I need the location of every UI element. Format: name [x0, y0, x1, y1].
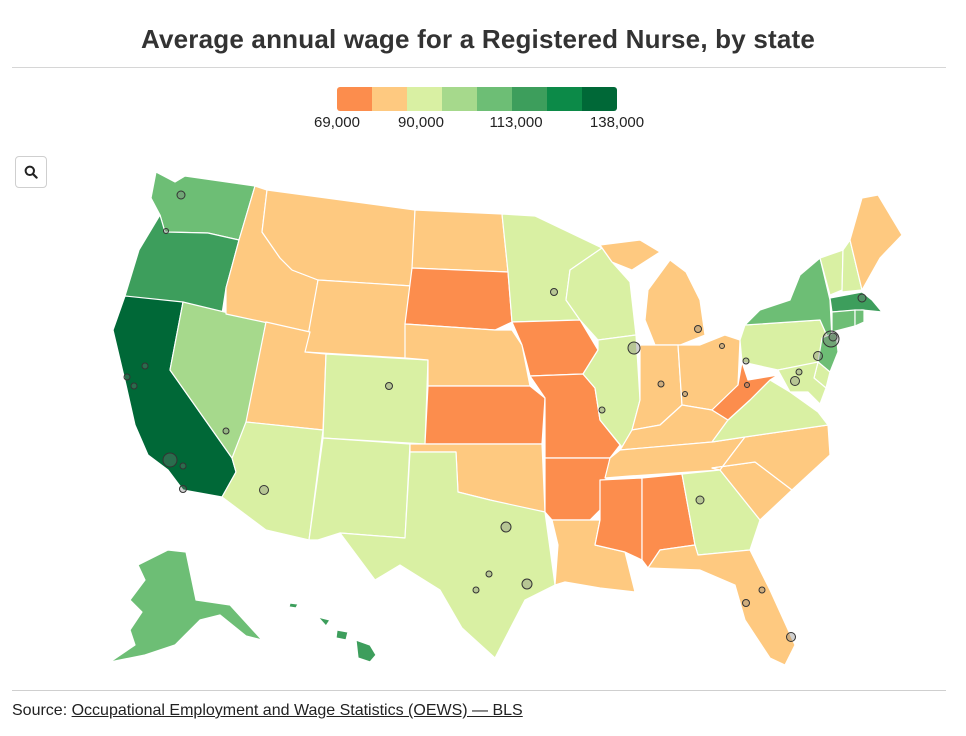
city-marker[interactable]	[222, 427, 230, 435]
legend-label: 138,000	[589, 114, 645, 131]
legend-swatch	[407, 87, 442, 111]
state-sd[interactable]	[404, 267, 513, 331]
city-marker[interactable]	[828, 332, 838, 342]
city-marker[interactable]	[657, 380, 665, 388]
legend-label: 90,000	[398, 114, 444, 131]
source-divider	[12, 690, 946, 691]
states-layer	[109, 171, 903, 666]
state-ri[interactable]	[854, 309, 865, 327]
state-ks[interactable]	[424, 385, 546, 445]
state-ak[interactable]	[109, 549, 263, 663]
city-marker[interactable]	[472, 586, 480, 594]
state-wv[interactable]	[711, 361, 779, 421]
city-marker[interactable]	[786, 632, 796, 642]
city-marker[interactable]	[162, 452, 178, 468]
legend-swatch	[547, 87, 582, 111]
city-marker[interactable]	[744, 382, 750, 388]
state-ct[interactable]	[831, 309, 856, 333]
city-marker[interactable]	[813, 351, 823, 361]
city-marker[interactable]	[719, 343, 725, 349]
state-tx[interactable]	[339, 451, 556, 659]
state-co[interactable]	[322, 353, 429, 445]
state-nd[interactable]	[411, 209, 509, 273]
city-marker[interactable]	[627, 341, 641, 355]
search-icon	[24, 165, 38, 179]
color-legend	[337, 87, 617, 111]
city-marker[interactable]	[694, 325, 702, 333]
city-marker[interactable]	[682, 391, 688, 397]
page-title: Average annual wage for a Registered Nur…	[140, 24, 816, 54]
source-prefix: Source:	[12, 702, 72, 719]
state-mi[interactable]	[599, 239, 706, 346]
legend-swatch	[477, 87, 512, 111]
state-fl[interactable]	[647, 544, 796, 666]
legend-swatch	[442, 87, 477, 111]
state-ma[interactable]	[829, 291, 883, 313]
state-nm[interactable]	[308, 437, 411, 541]
legend-swatch	[372, 87, 407, 111]
legend-swatch	[512, 87, 547, 111]
legend-label: 113,000	[489, 114, 543, 131]
city-marker[interactable]	[598, 406, 606, 414]
city-marker[interactable]	[179, 485, 187, 493]
city-marker[interactable]	[179, 462, 187, 470]
state-il[interactable]	[582, 334, 641, 448]
city-marker[interactable]	[795, 368, 803, 376]
city-marker[interactable]	[550, 288, 558, 296]
city-marker[interactable]	[176, 190, 186, 200]
city-marker[interactable]	[758, 586, 766, 594]
state-az[interactable]	[221, 421, 324, 541]
search-button[interactable]	[15, 156, 47, 188]
city-marker[interactable]	[742, 599, 750, 607]
state-hi[interactable]	[288, 602, 377, 663]
city-marker[interactable]	[123, 373, 131, 381]
state-wy[interactable]	[304, 279, 413, 359]
state-me[interactable]	[849, 194, 903, 291]
city-marker[interactable]	[500, 521, 512, 533]
city-marker[interactable]	[163, 228, 169, 234]
source-line: Source: Occupational Employment and Wage…	[12, 702, 523, 720]
legend-swatch	[337, 87, 372, 111]
city-marker[interactable]	[130, 382, 138, 390]
state-md[interactable]	[777, 361, 827, 405]
city-marker[interactable]	[822, 330, 840, 348]
city-marker[interactable]	[385, 382, 393, 390]
legend-swatch	[582, 87, 617, 111]
city-marker[interactable]	[790, 376, 800, 386]
source-link[interactable]: Occupational Employment and Wage Statist…	[71, 702, 523, 719]
city-marker[interactable]	[695, 495, 705, 505]
city-marker[interactable]	[742, 357, 750, 365]
city-marker[interactable]	[485, 570, 493, 578]
city-marker[interactable]	[259, 485, 269, 495]
city-marker[interactable]	[521, 578, 533, 590]
title-divider	[12, 67, 946, 68]
city-marker[interactable]	[857, 293, 867, 303]
city-markers	[123, 190, 867, 642]
legend-label: 69,000	[314, 114, 360, 131]
city-marker[interactable]	[141, 362, 149, 370]
us-map	[109, 171, 903, 666]
